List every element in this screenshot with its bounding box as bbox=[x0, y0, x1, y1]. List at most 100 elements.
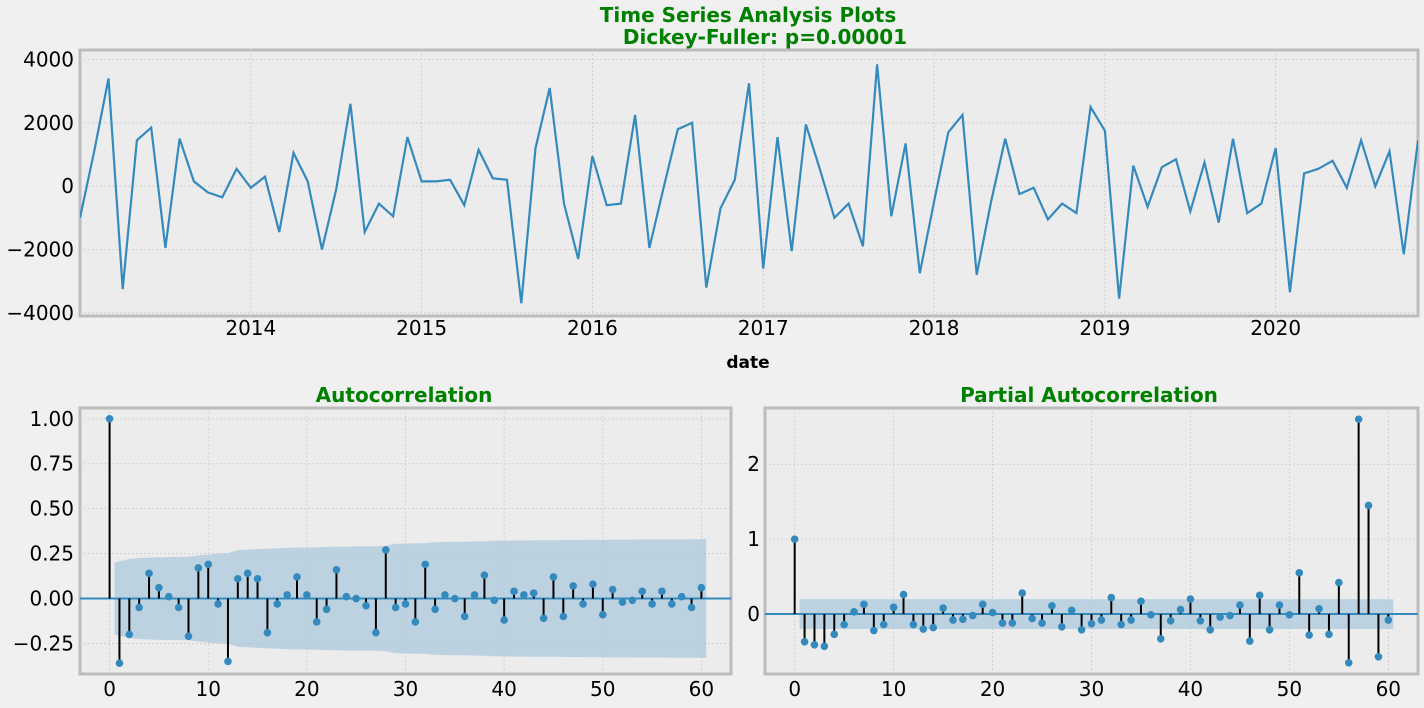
acf-marker-lag-2 bbox=[125, 630, 134, 639]
pacf-marker-lag-51 bbox=[1295, 569, 1304, 577]
pacf-marker-lag-2 bbox=[810, 640, 819, 649]
acf-marker-lag-32 bbox=[421, 560, 430, 569]
pacf-marker-lag-41 bbox=[1196, 617, 1205, 625]
pacf-marker-lag-29 bbox=[1077, 625, 1086, 634]
pacf-marker-lag-56 bbox=[1344, 658, 1353, 667]
ts-x-tick-label: 2016 bbox=[567, 316, 618, 340]
acf-marker-lag-6 bbox=[164, 592, 173, 601]
acf-marker-lag-57 bbox=[668, 600, 676, 608]
pacf-marker-lag-5 bbox=[840, 620, 848, 629]
pacf-marker-lag-20 bbox=[988, 608, 997, 617]
acf-x-tick-label: 0 bbox=[103, 677, 116, 701]
pacf-y-tick-label: 1 bbox=[747, 527, 760, 551]
pacf-marker-lag-37 bbox=[1156, 634, 1165, 643]
acf-marker-lag-50 bbox=[598, 610, 607, 619]
acf-x-tick-label: 20 bbox=[294, 677, 319, 701]
ts-x-tick-label: 2018 bbox=[909, 316, 960, 340]
acf-marker-lag-14 bbox=[243, 569, 252, 578]
pacf-title: Partial Autocorrelation bbox=[960, 383, 1218, 407]
pacf-marker-lag-50 bbox=[1285, 611, 1294, 619]
acf-marker-lag-7 bbox=[174, 603, 183, 612]
acf-marker-lag-52 bbox=[618, 598, 627, 606]
acf-marker-lag-47 bbox=[569, 582, 577, 590]
pacf-marker-lag-17 bbox=[959, 615, 967, 624]
acf-marker-lag-0 bbox=[105, 414, 114, 423]
acf-marker-lag-29 bbox=[391, 603, 400, 612]
acf-marker-lag-58 bbox=[677, 592, 686, 601]
pacf-marker-lag-8 bbox=[870, 626, 878, 635]
pacf-marker-lag-3 bbox=[820, 642, 829, 651]
pacf-marker-lag-53 bbox=[1315, 605, 1323, 613]
pacf-y-tick-label: 2 bbox=[747, 452, 760, 476]
ts-x-tick-label: 2015 bbox=[396, 316, 447, 340]
acf-marker-lag-44 bbox=[539, 614, 548, 623]
acf-marker-lag-16 bbox=[263, 628, 272, 637]
ts-y-tick-label: 4000 bbox=[23, 48, 74, 72]
pacf-marker-lag-33 bbox=[1117, 620, 1125, 629]
pacf-marker-lag-49 bbox=[1275, 601, 1284, 609]
acf-title: Autocorrelation bbox=[316, 383, 493, 407]
acf-marker-lag-45 bbox=[549, 573, 558, 581]
acf-marker-lag-26 bbox=[362, 601, 370, 610]
acf-marker-lag-3 bbox=[135, 603, 143, 612]
pacf-marker-lag-10 bbox=[889, 603, 898, 612]
acf-marker-lag-38 bbox=[480, 571, 489, 579]
pacf-marker-lag-28 bbox=[1067, 606, 1076, 615]
acf-marker-lag-20 bbox=[303, 591, 311, 599]
ts-title-line2: Dickey-Fuller: p=0.00001 bbox=[623, 25, 907, 49]
acf-y-tick-label: 1.00 bbox=[29, 407, 74, 431]
acf-marker-lag-17 bbox=[273, 600, 282, 608]
acf-marker-lag-12 bbox=[224, 657, 232, 666]
pacf-x-tick-label: 30 bbox=[1079, 677, 1104, 701]
acf-marker-lag-25 bbox=[352, 594, 360, 603]
ts-x-tick-label: 2019 bbox=[1079, 316, 1130, 340]
acf-marker-lag-13 bbox=[234, 574, 242, 583]
pacf-marker-lag-18 bbox=[968, 611, 977, 620]
acf-marker-lag-37 bbox=[470, 591, 479, 599]
pacf-marker-lag-15 bbox=[939, 604, 947, 612]
pacf-marker-lag-44 bbox=[1226, 611, 1234, 620]
acf-marker-lag-27 bbox=[372, 628, 380, 637]
pacf-marker-lag-60 bbox=[1384, 616, 1393, 624]
pacf-marker-lag-11 bbox=[899, 590, 908, 599]
acf-marker-lag-59 bbox=[687, 603, 696, 612]
pacf-y-tick-label: 0 bbox=[747, 602, 760, 626]
pacf-marker-lag-19 bbox=[978, 600, 987, 609]
acf-marker-lag-41 bbox=[510, 587, 518, 596]
acf-marker-lag-40 bbox=[500, 616, 508, 624]
pacf-marker-lag-32 bbox=[1107, 593, 1116, 602]
pacf-marker-lag-34 bbox=[1127, 616, 1135, 624]
acf-marker-lag-4 bbox=[145, 569, 153, 578]
acf-marker-lag-43 bbox=[529, 589, 538, 597]
pacf-x-tick-label: 60 bbox=[1376, 677, 1401, 701]
acf-marker-lag-33 bbox=[431, 605, 439, 614]
acf-marker-lag-49 bbox=[589, 580, 597, 588]
pacf-marker-lag-23 bbox=[1018, 589, 1027, 597]
pacf-marker-lag-22 bbox=[1008, 619, 1017, 627]
pacf-panel: 0 10 20 30 40 50 60 0 1 2 bbox=[747, 406, 1420, 701]
pacf-marker-lag-14 bbox=[929, 623, 937, 632]
pacf-marker-lag-4 bbox=[830, 630, 839, 639]
pacf-marker-lag-36 bbox=[1147, 611, 1155, 619]
pacf-marker-lag-13 bbox=[919, 625, 928, 633]
acf-marker-lag-39 bbox=[490, 596, 499, 605]
pacf-marker-lag-55 bbox=[1335, 578, 1343, 587]
acf-marker-lag-9 bbox=[194, 564, 203, 572]
pacf-marker-lag-24 bbox=[1028, 614, 1036, 623]
acf-marker-lag-35 bbox=[451, 594, 459, 603]
ts-series-line bbox=[80, 64, 1418, 304]
pacf-marker-lag-47 bbox=[1255, 591, 1264, 600]
pacf-marker-lag-46 bbox=[1246, 637, 1254, 645]
pacf-marker-lag-30 bbox=[1087, 619, 1096, 628]
ts-xlabel: date bbox=[726, 353, 769, 373]
acf-x-tick-label: 50 bbox=[590, 677, 615, 701]
pacf-marker-lag-7 bbox=[860, 600, 868, 609]
pacf-marker-lag-58 bbox=[1364, 501, 1373, 510]
acf-marker-lag-36 bbox=[460, 612, 469, 621]
pacf-marker-lag-9 bbox=[879, 620, 888, 629]
acf-y-tick-label: 0.50 bbox=[29, 497, 74, 521]
ts-x-tick-label: 2017 bbox=[738, 316, 789, 340]
acf-marker-lag-23 bbox=[332, 565, 341, 574]
pacf-x-tick-label: 50 bbox=[1277, 677, 1302, 701]
acf-y-tick-label: 0.75 bbox=[29, 452, 74, 476]
